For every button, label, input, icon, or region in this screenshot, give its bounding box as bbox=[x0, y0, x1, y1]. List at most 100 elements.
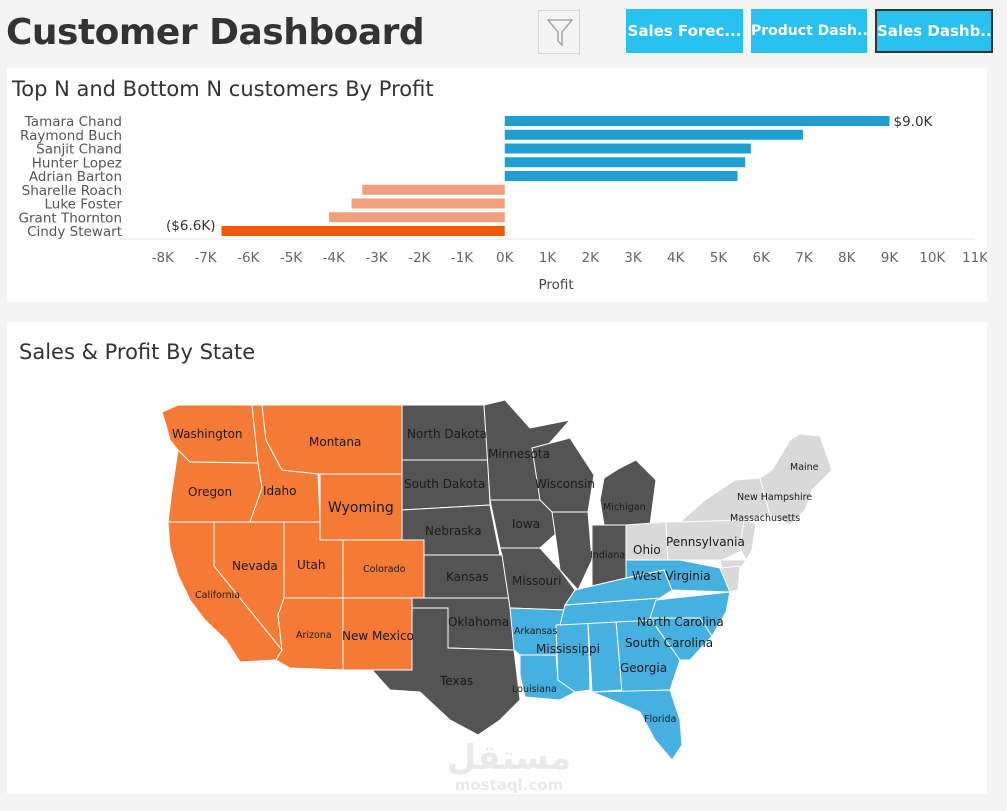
watermark-latin: mostaql.com bbox=[454, 776, 564, 794]
x-tick-label: 2K bbox=[582, 250, 601, 266]
state-virginia[interactable] bbox=[719, 565, 741, 593]
x-tick-label: 5K bbox=[710, 250, 729, 266]
data-label-max: $9.0K bbox=[894, 114, 934, 130]
label-texas: Texas bbox=[439, 674, 473, 688]
customer-label: Cindy Stewart bbox=[27, 224, 122, 240]
profit-chart-title: Top N and Bottom N customers By Profit bbox=[12, 77, 434, 101]
label-arizona: Arizona bbox=[296, 630, 332, 641]
label-south-carolina: South Carolina bbox=[625, 636, 713, 650]
label-new-mexico: New Mexico bbox=[342, 629, 414, 643]
label-indiana: Indiana bbox=[590, 550, 625, 561]
x-tick-label: -2K bbox=[408, 250, 431, 266]
label-wyoming: Wyoming bbox=[328, 500, 394, 516]
state-louisiana[interactable] bbox=[519, 654, 576, 701]
customer-label: Adrian Barton bbox=[29, 169, 122, 185]
x-tick-label: -1K bbox=[451, 250, 474, 266]
label-california: California bbox=[195, 590, 240, 601]
label-washington: Washington bbox=[172, 427, 243, 441]
state-new-jersey[interactable] bbox=[739, 519, 757, 562]
label-louisiana: Louisiana bbox=[512, 684, 557, 695]
state-new-england[interactable] bbox=[759, 433, 833, 526]
x-tick-label: -4K bbox=[323, 250, 346, 266]
label-iowa: Iowa bbox=[512, 517, 540, 531]
label-south-dakota: South Dakota bbox=[404, 477, 485, 491]
profit-bar bbox=[362, 184, 505, 195]
customer-label: Luke Foster bbox=[45, 197, 123, 213]
profit-bar bbox=[504, 129, 803, 140]
label-west-virginia: West Virginia bbox=[632, 569, 711, 583]
customer-label: Grant Thornton bbox=[19, 210, 122, 226]
state-michigan[interactable] bbox=[599, 459, 657, 526]
profit-bar bbox=[329, 212, 505, 223]
profit-bar bbox=[504, 157, 746, 168]
x-axis-label: Profit bbox=[538, 277, 573, 293]
state-texas[interactable] bbox=[370, 607, 521, 736]
map-title: Sales & Profit By State bbox=[19, 340, 256, 364]
profit-bar bbox=[504, 171, 738, 181]
x-tick-label: 8K bbox=[838, 250, 857, 266]
customer-label: Sharelle Roach bbox=[22, 183, 122, 199]
customer-label: Hunter Lopez bbox=[32, 155, 122, 171]
x-tick-label: -5K bbox=[280, 250, 303, 266]
label-kansas: Kansas bbox=[446, 570, 488, 584]
x-tick-label: -3K bbox=[365, 250, 388, 266]
label-pennsylvania: Pennsylvania bbox=[666, 535, 745, 549]
label-nebraska: Nebraska bbox=[425, 524, 482, 538]
profit-bar bbox=[351, 198, 505, 209]
sales-dashboard-button[interactable]: Sales Dashb... bbox=[875, 9, 993, 53]
label-wisconsin: Wisconsin bbox=[535, 477, 595, 491]
state-west-virginia[interactable] bbox=[625, 559, 731, 593]
label-oklahoma: Oklahoma bbox=[448, 615, 509, 629]
x-tick-label: 4K bbox=[667, 250, 686, 266]
x-tick-label: 7K bbox=[795, 250, 814, 266]
label-new-hampshire: New Hampshire bbox=[737, 492, 812, 503]
x-tick-label: -6K bbox=[237, 250, 260, 266]
profit-bar bbox=[504, 143, 751, 154]
label-mississippi: Mississippi bbox=[536, 642, 600, 656]
x-tick-label: -7K bbox=[194, 250, 217, 266]
label-montana: Montana bbox=[309, 435, 361, 449]
filter-icon bbox=[547, 19, 573, 47]
x-tick-label: -8K bbox=[152, 250, 175, 266]
label-oregon: Oregon bbox=[188, 485, 232, 499]
label-massachusetts: Massachusetts bbox=[730, 513, 800, 524]
label-missouri: Missouri bbox=[512, 574, 561, 588]
page-title: Customer Dashboard bbox=[6, 12, 425, 53]
label-ohio: Ohio bbox=[633, 543, 661, 557]
label-georgia: Georgia bbox=[620, 661, 667, 675]
x-tick-label: 11K bbox=[962, 250, 987, 266]
customer-label: Tamara Chand bbox=[24, 114, 122, 130]
label-north-dakota: North Dakota bbox=[407, 427, 487, 441]
label-nevada: Nevada bbox=[232, 559, 278, 573]
state-florida[interactable] bbox=[591, 689, 683, 761]
profit-chart-panel: Top N and Bottom N customers By Profit T… bbox=[7, 68, 987, 302]
watermark-arabic: مستقل bbox=[446, 738, 572, 778]
x-tick-label: 10K bbox=[919, 250, 946, 266]
label-minnesota: Minnesota bbox=[488, 447, 550, 461]
label-michigan: Michigan bbox=[603, 502, 646, 513]
profit-bar bbox=[221, 226, 505, 236]
x-tick-label: 3K bbox=[624, 250, 643, 266]
label-arkansas: Arkansas bbox=[514, 626, 557, 637]
label-colorado: Colorado bbox=[363, 564, 406, 575]
x-tick-label: 9K bbox=[881, 250, 900, 266]
label-north-carolina: North Carolina bbox=[637, 615, 724, 629]
x-tick-label: 6K bbox=[753, 250, 772, 266]
sales-forecast-button[interactable]: Sales Forec... bbox=[626, 9, 743, 53]
label-maine: Maine bbox=[790, 462, 819, 473]
x-tick-label: 1K bbox=[539, 250, 558, 266]
data-label-min: ($6.6K) bbox=[166, 218, 215, 234]
x-tick-label: 0K bbox=[496, 250, 515, 266]
filter-button[interactable] bbox=[538, 10, 580, 54]
label-utah: Utah bbox=[297, 558, 325, 572]
product-dashboard-button[interactable]: Product Dash... bbox=[751, 9, 867, 53]
label-idaho: Idaho bbox=[263, 484, 296, 498]
customer-label: Raymond Buch bbox=[20, 128, 122, 144]
watermark: مستقل mostaql.com bbox=[444, 740, 574, 794]
profit-bar bbox=[504, 116, 890, 126]
customer-label: Sanjit Chand bbox=[36, 142, 122, 158]
state-mississippi[interactable] bbox=[555, 621, 591, 693]
label-florida: Florida bbox=[644, 714, 676, 725]
